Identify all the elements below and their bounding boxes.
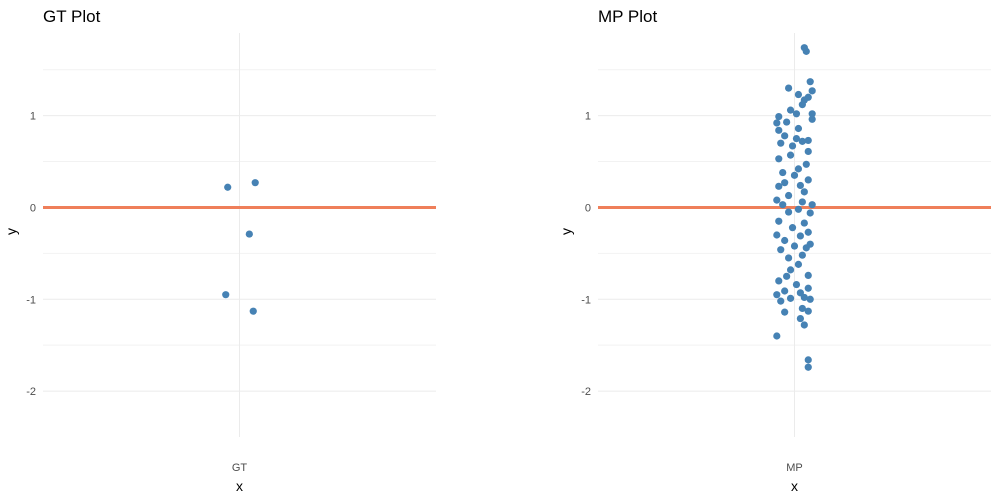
data-point (224, 183, 232, 191)
y-tick-label: 0 (585, 202, 591, 214)
data-point (808, 110, 816, 118)
data-point (800, 293, 808, 302)
x-tick-label: GT (232, 462, 248, 474)
data-point (781, 236, 789, 245)
data-point (790, 171, 799, 179)
x-tick-label: MP (786, 462, 803, 474)
data-point (775, 217, 783, 225)
data-point (804, 147, 812, 156)
data-point (792, 110, 801, 118)
data-point (800, 188, 808, 196)
gt-plot-panel: GT Plot -2 -1 0 1 GT x y (3, 7, 436, 494)
y-axis-title: y (3, 228, 19, 235)
data-point (806, 78, 814, 86)
gt-plot-title: GT Plot (43, 7, 101, 26)
mp-plot-title: MP Plot (598, 7, 657, 26)
data-point (773, 332, 781, 340)
y-axis-title: y (558, 228, 574, 235)
data-point (794, 90, 803, 99)
data-point (779, 168, 787, 177)
data-point (773, 119, 781, 127)
data-point (779, 201, 787, 209)
data-point (251, 179, 259, 187)
data-point (773, 231, 781, 239)
data-point (222, 291, 230, 299)
data-point (796, 181, 804, 190)
data-point (804, 356, 812, 364)
data-point (781, 287, 789, 295)
data-point (785, 208, 793, 216)
data-point (806, 295, 814, 303)
data-point (790, 242, 799, 250)
data-point (806, 209, 814, 217)
data-point (773, 196, 781, 204)
data-point (802, 47, 810, 55)
y-tick-label: -2 (581, 386, 591, 398)
data-point (781, 179, 789, 187)
y-tick-label: 1 (585, 111, 591, 123)
data-point (808, 115, 816, 123)
data-point (798, 198, 806, 206)
data-point (792, 280, 801, 289)
data-point (786, 106, 795, 114)
data-point (788, 224, 797, 232)
data-point (794, 205, 803, 213)
y-tick-label: -1 (581, 294, 591, 306)
data-point (796, 232, 804, 240)
data-point (788, 142, 797, 150)
data-point (245, 230, 253, 238)
data-point (785, 191, 793, 200)
data-point (798, 101, 806, 109)
data-point (804, 176, 812, 184)
y-tick-label: -2 (26, 386, 36, 398)
data-point (792, 134, 801, 143)
gt-plot-chart: GT Plot -2 -1 0 1 GT x y (3, 7, 436, 494)
data-point (775, 155, 783, 163)
data-point (796, 314, 804, 323)
data-point (775, 112, 783, 121)
data-point (785, 254, 793, 262)
data-point (804, 228, 812, 236)
data-point (804, 307, 812, 315)
data-point (800, 219, 808, 227)
x-axis-title: x (791, 478, 798, 494)
data-point (249, 307, 257, 315)
data-point (794, 124, 803, 133)
data-point (775, 182, 783, 190)
data-point (804, 136, 812, 145)
data-point (808, 87, 816, 95)
data-point (798, 251, 806, 259)
data-point (794, 165, 803, 173)
x-axis-title: x (236, 478, 243, 494)
data-point (783, 118, 791, 126)
data-point (798, 137, 806, 145)
y-tick-label: 1 (30, 111, 36, 123)
data-point (773, 291, 781, 299)
data-point (781, 132, 789, 140)
y-tick-label: -1 (26, 294, 36, 306)
data-point (804, 284, 812, 292)
mp-plot-chart: MP Plot -2 -1 0 1 MP x y (558, 7, 991, 494)
data-point (781, 308, 789, 316)
data-point (802, 244, 810, 252)
data-point (786, 151, 795, 159)
data-point (798, 304, 806, 313)
data-point (775, 126, 783, 134)
data-point (777, 297, 785, 305)
data-point (804, 271, 812, 279)
data-point (777, 139, 785, 147)
data-point (783, 272, 791, 280)
data-point (808, 201, 816, 209)
mp-plot-panel: MP Plot -2 -1 0 1 MP x y (555, 0, 1000, 500)
data-point (785, 84, 793, 92)
y-tick-label: 0 (30, 202, 36, 214)
data-point (775, 277, 783, 285)
data-point (802, 160, 810, 168)
data-point (786, 294, 795, 302)
data-point (804, 363, 812, 371)
data-point (786, 266, 795, 274)
data-point (794, 260, 803, 268)
data-point (800, 321, 808, 329)
data-point (777, 246, 785, 254)
